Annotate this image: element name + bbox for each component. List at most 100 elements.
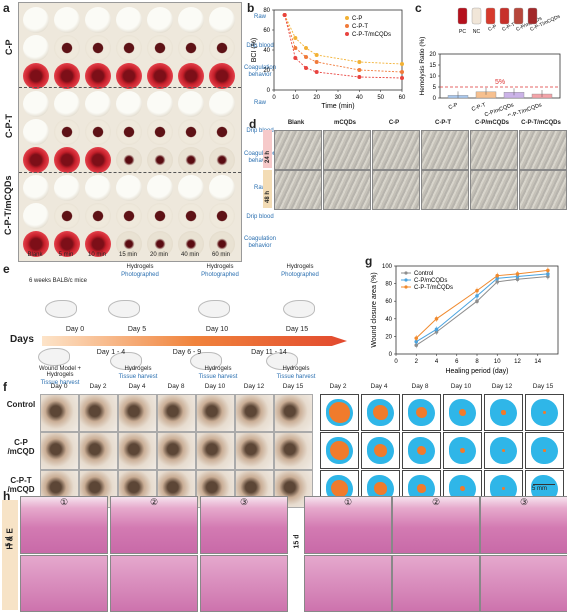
data-point bbox=[546, 272, 550, 276]
wound-photo bbox=[118, 394, 157, 432]
wound-photo bbox=[235, 432, 274, 470]
he-overview bbox=[20, 496, 108, 554]
mouse-icon bbox=[45, 300, 77, 318]
x-tick-label: 20 bbox=[313, 95, 320, 101]
time-label: 60 min bbox=[211, 252, 230, 258]
data-point bbox=[414, 336, 419, 340]
y-tick-label: 60 bbox=[263, 28, 270, 34]
well bbox=[85, 147, 111, 173]
event-title: Hydrogels bbox=[124, 366, 152, 372]
well bbox=[23, 175, 49, 201]
x-tick-label: 6 bbox=[455, 359, 459, 365]
well bbox=[85, 63, 111, 89]
he-zoom bbox=[480, 555, 567, 612]
data-point bbox=[434, 327, 439, 332]
day-label-top: Day 10 bbox=[205, 326, 229, 333]
well bbox=[54, 7, 80, 33]
legend-entry: C-P/mCQDs bbox=[414, 278, 447, 284]
remaining-wound-area bbox=[373, 443, 388, 458]
time-label: 10 min bbox=[87, 252, 106, 258]
wound-trace bbox=[320, 394, 359, 431]
well bbox=[23, 35, 49, 61]
well bbox=[147, 119, 173, 145]
wound-closure-chart: 0 20 40 60 80 100 0 2 4 6 8 10 12 14 Healing period (d… bbox=[371, 264, 559, 375]
bci-chart: 0 20 40 60 80 0 10 20 30 40 50 60 Time (min) BCI (%) C… bbox=[251, 8, 406, 110]
he-zoom bbox=[20, 555, 108, 612]
he-zoom bbox=[110, 555, 198, 612]
wound-trace bbox=[402, 394, 441, 431]
x-tick-label: 12 bbox=[514, 359, 521, 365]
well bbox=[85, 7, 111, 33]
day-label: Day 15 bbox=[282, 383, 304, 390]
y-axis-label: Hemolysis Ratio (%) bbox=[419, 37, 426, 96]
data-point bbox=[304, 55, 308, 59]
legend-marker bbox=[404, 285, 408, 289]
event-sub: Tissue harvest bbox=[198, 374, 238, 380]
data-point bbox=[293, 56, 298, 60]
legend-marker bbox=[404, 271, 408, 275]
day-label-top: Day 0 bbox=[65, 326, 85, 333]
y-tick-label: 15 bbox=[429, 63, 436, 69]
day-label-top: Day 5 bbox=[127, 326, 147, 333]
well bbox=[147, 203, 173, 229]
scale-bar bbox=[533, 484, 555, 485]
well bbox=[116, 119, 142, 145]
well bbox=[54, 63, 80, 89]
data-point bbox=[400, 76, 404, 80]
data-point bbox=[400, 62, 404, 66]
remaining-wound-area bbox=[543, 449, 546, 452]
wound-photo bbox=[118, 432, 157, 470]
y-tick-label: 40 bbox=[263, 48, 270, 54]
wound-row-label: C-P /mCQD bbox=[7, 438, 35, 456]
data-point bbox=[414, 339, 419, 344]
well bbox=[23, 7, 49, 33]
well bbox=[116, 231, 142, 257]
well bbox=[178, 7, 204, 33]
y-tick-label: 80 bbox=[263, 8, 270, 14]
well bbox=[147, 91, 173, 117]
x-tick-label: 2 bbox=[415, 359, 419, 365]
well bbox=[54, 231, 80, 257]
y-tick-label: 100 bbox=[382, 264, 393, 270]
day-label: Day 2 bbox=[89, 383, 107, 390]
legend-marker bbox=[345, 16, 349, 20]
event-sub: Tissue harvest bbox=[118, 374, 158, 380]
micrograph bbox=[519, 170, 567, 210]
panel-h-label: h bbox=[3, 489, 11, 503]
remaining-wound-area bbox=[330, 441, 349, 460]
wound-trace bbox=[443, 432, 482, 469]
remaining-wound-area bbox=[501, 410, 506, 415]
micrograph bbox=[274, 170, 322, 210]
well bbox=[147, 175, 173, 201]
row-band bbox=[263, 170, 272, 208]
data-point bbox=[495, 280, 500, 284]
day-label-bottom: Day 1 - 4 bbox=[96, 349, 126, 356]
tube-label: PC bbox=[459, 29, 466, 35]
day-label-top: Day 15 bbox=[285, 326, 309, 333]
wound-trace bbox=[320, 432, 359, 469]
micrograph bbox=[323, 170, 371, 210]
event-title: Hydrogels bbox=[286, 264, 314, 270]
y-tick-label: 40 bbox=[385, 317, 392, 323]
wound-photo bbox=[79, 432, 118, 470]
data-point bbox=[434, 317, 439, 321]
tube-label: NC bbox=[473, 29, 481, 35]
he-label-band bbox=[2, 500, 18, 610]
series-line bbox=[415, 269, 548, 339]
well bbox=[209, 91, 235, 117]
remaining-wound-area bbox=[329, 402, 350, 423]
well bbox=[85, 119, 111, 145]
micrograph bbox=[470, 170, 518, 210]
micrograph bbox=[372, 130, 420, 170]
remaining-wound-area bbox=[543, 411, 546, 414]
legend-marker bbox=[345, 32, 349, 36]
micrograph bbox=[372, 170, 420, 210]
x-tick-label: 14 bbox=[534, 359, 541, 365]
he-overview bbox=[110, 496, 198, 554]
well bbox=[147, 231, 173, 257]
tube-label: C-P bbox=[487, 23, 498, 32]
series-line bbox=[284, 14, 403, 65]
panel-b-label: b bbox=[247, 1, 255, 15]
wound-row-label: C-P-T /mCQD bbox=[7, 476, 35, 494]
he-zoom bbox=[304, 555, 392, 612]
